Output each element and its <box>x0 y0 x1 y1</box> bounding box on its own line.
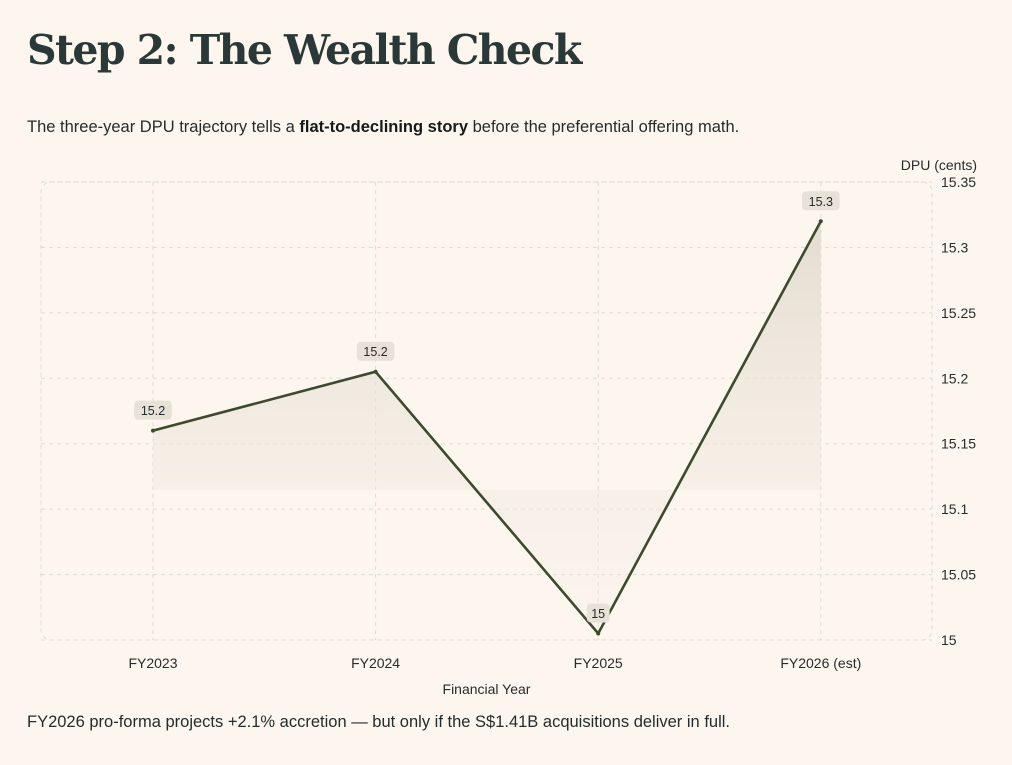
data-label-background <box>586 603 610 623</box>
data-label-background <box>356 341 395 361</box>
data-label: 15 <box>586 603 610 623</box>
y-tick-label: 15.3 <box>941 239 968 255</box>
x-tick-label: FY2025 <box>574 655 623 671</box>
y-tick-label: 15.35 <box>941 174 976 190</box>
plot-area-frame <box>40 181 933 641</box>
subtitle: The three-year DPU trajectory tells a fl… <box>27 118 739 137</box>
y-tick-label: 15.05 <box>941 567 976 583</box>
y-tick-label: 15.15 <box>941 436 976 452</box>
data-point-fy2026-est- <box>818 219 823 224</box>
data-label-text: 15.2 <box>363 345 387 359</box>
data-label-background <box>134 400 172 420</box>
x-axis-title: Financial Year <box>443 681 531 697</box>
data-label: 15.2 <box>134 400 172 420</box>
data-label-text: 15.2 <box>141 404 165 418</box>
y-tick-label: 15.1 <box>941 501 968 517</box>
series-line-layer <box>151 219 823 636</box>
subtitle-lead: The three-year DPU trajectory tells a <box>27 118 300 136</box>
data-label: 15.2 <box>356 341 395 361</box>
x-tick-label: FY2024 <box>351 655 400 671</box>
data-label-text: 15 <box>591 607 605 621</box>
footnote: FY2026 pro-forma projects +2.1% accretio… <box>27 713 730 731</box>
y-tick-label: 15.2 <box>941 370 968 386</box>
y-axis-ticks: 15 15.05 15.1 15.15 15.2 15.25 15.3 15.35 <box>941 174 976 648</box>
y-axis-title: DPU (cents) <box>901 157 977 173</box>
area-layer <box>153 221 821 634</box>
page-title: Step 2: The Wealth Check <box>27 26 582 74</box>
x-axis-ticks: FY2023 FY2024 FY2025 FY2026 (est) <box>128 655 861 671</box>
y-tick-label: 15 <box>941 632 957 648</box>
y-tick-label: 15.25 <box>941 305 976 321</box>
data-label-text: 15.3 <box>809 195 833 209</box>
subtitle-tail: before the preferential offering math. <box>468 118 740 136</box>
data-label: 15.3 <box>802 191 840 211</box>
data-labels: 15.2 15.2 15 15.3 <box>134 191 840 623</box>
data-point-fy2025 <box>596 631 601 636</box>
data-point-fy2023 <box>151 428 155 433</box>
data-point-fy2024 <box>373 369 378 374</box>
x-tick-label: FY2023 <box>128 655 177 671</box>
x-tick-label: FY2026 (est) <box>780 655 861 671</box>
subtitle-emphasis: flat-to-declining story <box>299 118 469 136</box>
data-label-background <box>802 191 840 211</box>
series-area-fill <box>153 221 821 634</box>
series-line-dpu <box>152 220 822 636</box>
